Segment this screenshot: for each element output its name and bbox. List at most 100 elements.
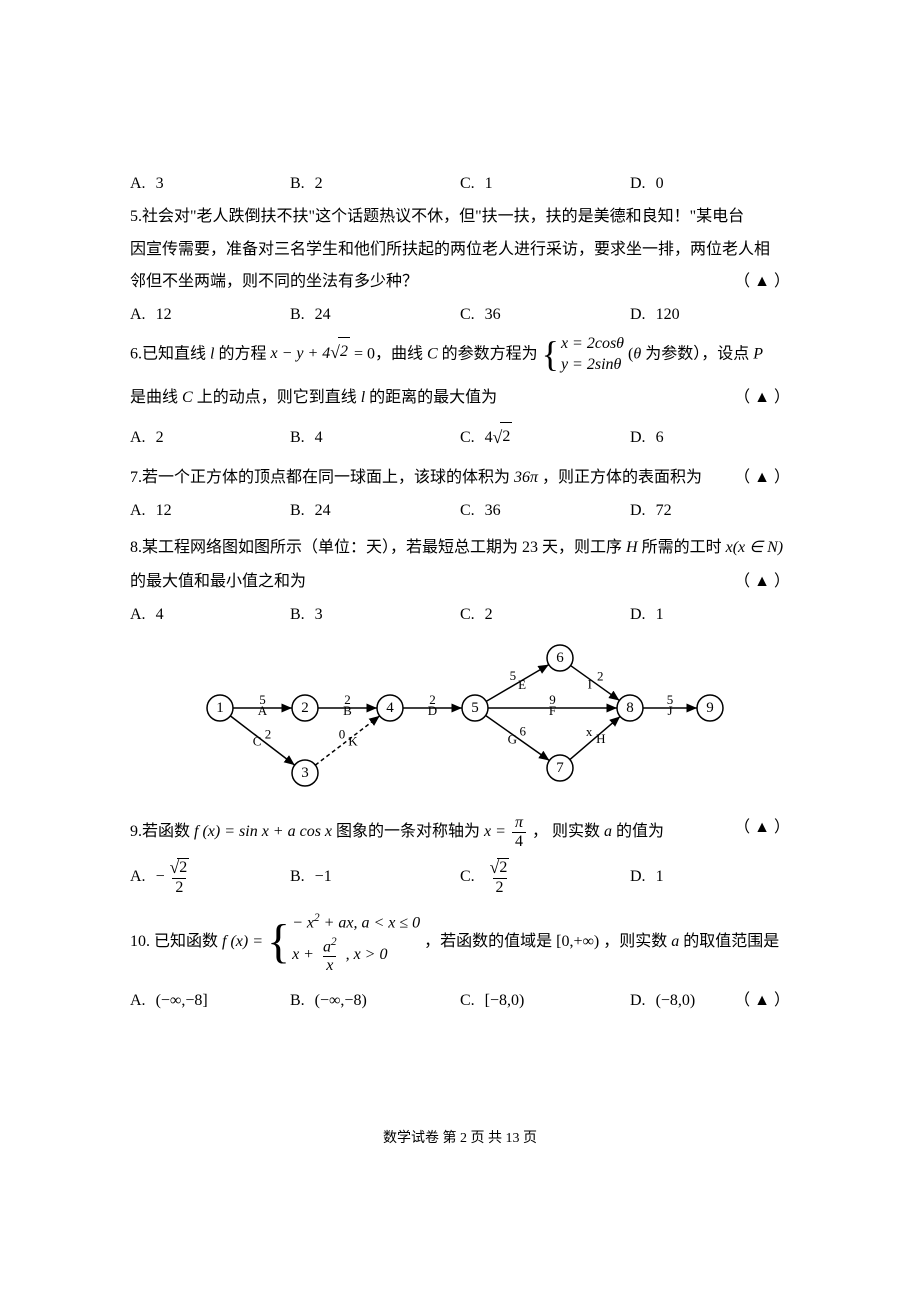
q10-piecewise: { − x2 + ax, a < x ≤ 0 x + a2 x , x > 0 (267, 910, 420, 974)
q10-p2-den: x (323, 956, 336, 975)
question-8: 8.某工程网络图如图所示（单位：天），若最短总工期为 23 天，则工序 H 所需… (130, 534, 790, 563)
q10-prefix: 10. 已知函数 (130, 933, 218, 950)
q6-option-b: B.4 (290, 422, 460, 454)
option-value: 24 (315, 301, 331, 330)
q5-line1: 5.社会对"老人跌倒扶不扶"这个话题热议不休，但"扶一扶，扶的是美德和良知！"某… (130, 203, 790, 232)
q6-param-y: y = 2sinθ (561, 355, 624, 376)
option-label: D. (630, 170, 646, 199)
q5-line2: 因宣传需要，准备对三名学生和他们所扶起的两位老人进行采访，要求坐一排，两位老人相 (130, 236, 790, 265)
q6-l2: l (361, 389, 365, 406)
svg-text:8: 8 (626, 700, 634, 716)
option-label: C. (460, 497, 475, 526)
option-value: 1 (656, 601, 664, 630)
q5-option-c: C. 36 (460, 301, 630, 330)
q6-prefix: 6.已知直线 (130, 345, 206, 362)
q6-c: C (427, 345, 438, 362)
q5-options: A.12 B.24 C.36 D.120 (130, 301, 790, 330)
svg-text:x: x (586, 724, 593, 739)
q6-option-d: D.6 (630, 422, 790, 454)
q6-option-a: A. 2 (130, 422, 290, 454)
option-value: 120 (656, 301, 680, 330)
q10-option-c: C.[−8,0) (460, 987, 630, 1016)
question-9: 9.若函数 f (x) = sin x + a cos x 图象的一条对称轴为 … (130, 814, 790, 850)
svg-text:G: G (508, 731, 517, 746)
q10-p2-num: a2 (320, 936, 340, 956)
svg-text:2: 2 (344, 692, 351, 707)
q8-option-c: C.2 (460, 601, 630, 630)
option-label: B. (290, 424, 305, 453)
svg-text:I: I (588, 676, 592, 691)
q9-option-d: D.1 (630, 858, 790, 896)
option-value: 36 (485, 301, 501, 330)
q9-options: A. − √2 2 B. − 1 C. √2 2 D.1 (130, 858, 790, 896)
svg-text:2: 2 (265, 726, 272, 741)
option-label: B. (290, 863, 305, 892)
q8-line2: 的最大值和最小值之和为 ▲ (130, 568, 790, 597)
svg-text:3: 3 (301, 765, 309, 781)
option-label: B. (290, 601, 305, 630)
q9a-fraction: √2 2 (167, 858, 193, 896)
option-label: B. (290, 497, 305, 526)
q7-option-c: C. 36 (460, 497, 630, 526)
option-label: B. (290, 987, 305, 1016)
q8-var: x(x ∈ N) (726, 539, 783, 556)
option-value: 4 (156, 601, 164, 630)
option-label: A. (130, 170, 146, 199)
option-label: D. (630, 497, 646, 526)
q6-line1: 6.已知直线 l 的方程 x − y + 4√2 = 0，曲线 C 的参数方程为… (130, 334, 790, 376)
q6-options: A.2 B.4 C.4√2 D.6 (130, 422, 790, 454)
option-label: B. (290, 301, 305, 330)
q9-axis-lhs: x = (484, 823, 506, 840)
option-label: C. (460, 301, 475, 330)
q8-options: A.4 B.3 C.2 D.1 (130, 601, 790, 630)
option-value: 3 (156, 170, 164, 199)
option-value-prefix: 4 (485, 424, 493, 453)
q9a-sign: − (156, 863, 165, 892)
footer-page: 2 (460, 1131, 467, 1146)
q9-option-a: A. − √2 2 (130, 858, 290, 896)
q8-line2-text: 的最大值和最小值之和为 (130, 573, 306, 590)
q10-a: a (671, 933, 679, 950)
q4-option-d: D. 0 (630, 170, 790, 199)
q8-option-a: A. 4 (130, 601, 290, 630)
brace-left-icon: { (542, 340, 559, 369)
q9-mid2: ， 则实数 (532, 823, 600, 840)
option-label: C. (460, 863, 475, 892)
q6-option-c: C.4√2 (460, 422, 630, 454)
option-value: 0 (656, 170, 664, 199)
option-value: [−8,0) (485, 987, 525, 1016)
q8-option-d: D.1 (630, 601, 790, 630)
q8-text-b: 天，则工序 (542, 539, 622, 556)
option-label: A. (130, 424, 146, 453)
question-10: 10. 已知函数 f (x) = { − x2 + ax, a < x ≤ 0 … (130, 910, 790, 974)
q6-param-x: x = 2cosθ (561, 334, 624, 355)
q7-option-d: D.72 (630, 497, 790, 526)
q10-p2-cond: , x > 0 (346, 946, 388, 963)
q9-num: π (512, 814, 526, 832)
question-7: 7.若一个正方体的顶点都在同一球面上，该球的体积为 36π ，则正方体的表面积为… (130, 464, 790, 493)
q8-days: 23 (522, 539, 538, 556)
q6-l2-prefix: 是曲线 (130, 389, 178, 406)
option-value: 12 (156, 497, 172, 526)
network-svg: A5C2B2K0D2E5F9G6I2HxJ5123456789 (190, 638, 730, 798)
option-value: 6 (656, 424, 664, 453)
option-value: 1 (656, 863, 664, 892)
q9-func: f (x) = sin x + a cos x (194, 823, 332, 840)
svg-text:2: 2 (429, 692, 436, 707)
q6-line2: 是曲线 C 上的动点，则它到直线 l 的距离的最大值为 ▲ (130, 384, 790, 413)
svg-text:E: E (518, 677, 526, 692)
q10-mid: ，若函数的值域是 (424, 933, 552, 950)
q9-fraction: π 4 (512, 814, 526, 850)
answer-marker: ▲ (734, 814, 790, 843)
q5-option-d: D.120 (630, 301, 790, 330)
svg-text:K: K (348, 734, 358, 749)
sqrt-icon: √2 (493, 422, 513, 454)
option-value: 36 (485, 497, 501, 526)
answer-marker: ▲ (734, 987, 790, 1016)
option-label: A. (130, 601, 146, 630)
option-value: 2 (156, 424, 164, 453)
q10-piece1: − x2 + ax, a < x ≤ 0 (292, 910, 420, 936)
q6-mid2: 的参数方程为 (442, 345, 538, 362)
question-6: 6.已知直线 l 的方程 x − y + 4√2 = 0，曲线 C 的参数方程为… (130, 334, 790, 412)
q6-eq0: = 0，曲线 (354, 345, 423, 362)
